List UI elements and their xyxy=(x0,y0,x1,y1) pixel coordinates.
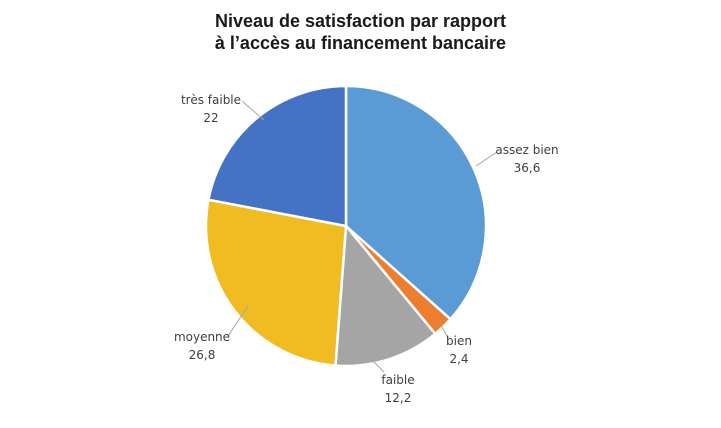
pie-slice-très-faible xyxy=(207,84,348,228)
leader-line-moyenne xyxy=(227,305,249,337)
chart-title: Niveau de satisfaction par rapport à l’a… xyxy=(0,10,721,54)
slice-label-moyenne: moyenne xyxy=(174,330,230,344)
slice-value-bien: 2,4 xyxy=(449,352,468,366)
pie-slice-moyenne xyxy=(204,198,348,367)
slice-label-assez-bien: assez bien xyxy=(495,143,558,157)
chart-title-line-2: à l’accès au financement bancaire xyxy=(214,33,507,53)
slice-value-très-faible: 22 xyxy=(203,111,218,125)
leader-line-très-faible xyxy=(241,100,265,121)
slice-label-bien: bien xyxy=(446,334,472,348)
pie-slice-assez-bien xyxy=(344,84,488,322)
slice-label-faible: faible xyxy=(381,373,414,387)
chart-title-line-1: Niveau de satisfaction par rapport xyxy=(214,11,507,31)
leader-line-assez-bien xyxy=(475,151,498,167)
pie-slice-faible xyxy=(334,222,437,368)
leader-line-bien xyxy=(440,324,449,339)
leader-line-faible xyxy=(371,359,385,373)
slice-value-assez-bien: 36,6 xyxy=(514,161,541,175)
slice-value-moyenne: 26,8 xyxy=(189,348,216,362)
slice-label-très-faible: très faible xyxy=(181,93,241,107)
slice-value-faible: 12,2 xyxy=(385,391,412,405)
